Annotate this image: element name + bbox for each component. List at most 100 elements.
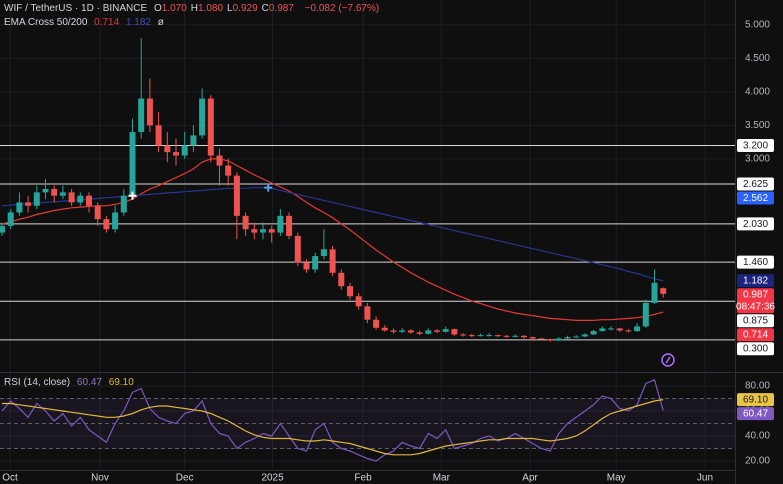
price-label: 1.460 [743,257,768,268]
price-change: −0.082 (−7.67%) [304,3,380,14]
alert-icon-ring[interactable] [661,353,675,367]
candle-body [512,335,519,337]
candle-body [477,335,484,337]
indicator-line [1,187,664,282]
candle-body [190,135,197,146]
candle-body [103,219,110,230]
ohlc-value: 1.070 [161,3,187,14]
data-layer [0,38,735,462]
price-label-box [737,191,774,205]
candle-body [329,249,336,273]
candle-body [416,332,423,334]
price-label: 0.714 [743,330,768,341]
candle-body [381,327,388,331]
x-tick-label: Jun [697,473,713,484]
y-tick-label: 80.00 [745,381,770,392]
candle-body [573,336,580,338]
candle-body [0,225,5,233]
candle-body [16,202,23,213]
price-label: 0.300 [743,344,768,355]
symbol[interactable]: WIF / TetherUS · 1D · BINANCE [4,3,148,14]
indicator-legend: EMA Cross 50/200 0.714 1.182 ø [4,17,168,28]
price-label-box [737,138,774,152]
candle-body [146,98,153,126]
x-tick-label: Dec [176,473,194,484]
candle-body [320,249,327,257]
ohlc-key: L [227,3,233,14]
price-label: 69.10 [743,395,768,406]
axis-layer: Oct Nov Dec 2025 Feb Mar Apr May Jun 5.000 4.500 4.… [2,19,775,483]
price-label-box [737,314,774,328]
symbol-legend: WIF / TetherUS · 1D · BINANCE O1.070 H1.0… [4,3,383,14]
candle-body [233,175,240,216]
candle-body [564,337,571,339]
candle-body [68,192,75,203]
candle-body [460,334,467,336]
price-label: 1.182 [743,276,768,287]
candle-body [33,192,40,206]
candle-body [268,229,275,233]
price-label-box [737,393,774,407]
price-label-box [737,177,774,191]
candle-body [547,339,554,341]
ohlc-value: 0.987 [268,3,294,14]
indicator-suffix: ø [157,17,164,28]
y-tick-label: 20.00 [745,456,770,467]
candle-body [94,205,101,220]
price-label-box [737,217,774,231]
price-label-box [737,274,774,288]
ema-slow-value: 1.182 [125,17,151,28]
candle-body [608,328,614,330]
candle-body [407,330,414,333]
candle-body [312,256,319,270]
candle-body [521,335,527,338]
rsi-title[interactable]: RSI (14, close) [4,377,71,388]
candle-body [373,319,380,328]
alert-icon[interactable] [661,353,675,367]
y-tick-label: 3.000 [745,153,770,164]
cross-marker [264,183,273,192]
price-label: 2.625 [743,179,768,190]
candle-body [625,330,632,332]
indicator-line [2,399,664,456]
candle-body [225,165,232,176]
candle-body [42,189,49,193]
price-label-box [737,255,774,269]
candle-body [642,302,649,327]
candle-body [434,330,440,332]
indicator-line [1,378,664,462]
candle-body [425,330,432,334]
alert-icon-glyph[interactable] [665,356,671,364]
rsi-ma-value: 69.10 [108,377,134,388]
ohlc-key: H [190,3,199,14]
candle-body [347,286,353,297]
candle-body [486,335,493,337]
candle-body [207,98,214,156]
candle-body [155,125,162,146]
ohlc-key: O [153,3,162,14]
candle-body [129,132,136,196]
y-tick-label: 40.00 [745,431,770,442]
candle-body [399,330,406,332]
x-tick-label: Apr [522,473,538,484]
y-tick-label: 3.500 [745,120,770,131]
grid-layer [0,0,735,470]
indicator-name[interactable]: EMA Cross 50/200 [4,17,88,28]
candle-body [260,229,266,233]
y-tick-label: 4.000 [745,86,770,97]
indicator-line [1,158,664,321]
candle-body [303,262,310,270]
candle-body [173,152,179,156]
x-tick-label: Oct [2,473,18,484]
candle-body [355,296,362,307]
price-label: 60.47 [743,409,768,420]
candle-body [199,98,206,136]
candle-body [7,212,14,226]
candle-body [651,282,658,303]
candle-body [390,330,397,332]
y-tick-label: 5.000 [745,19,770,30]
candle-body [112,212,119,230]
candle-body [277,215,284,233]
x-tick-label: May [607,473,626,484]
